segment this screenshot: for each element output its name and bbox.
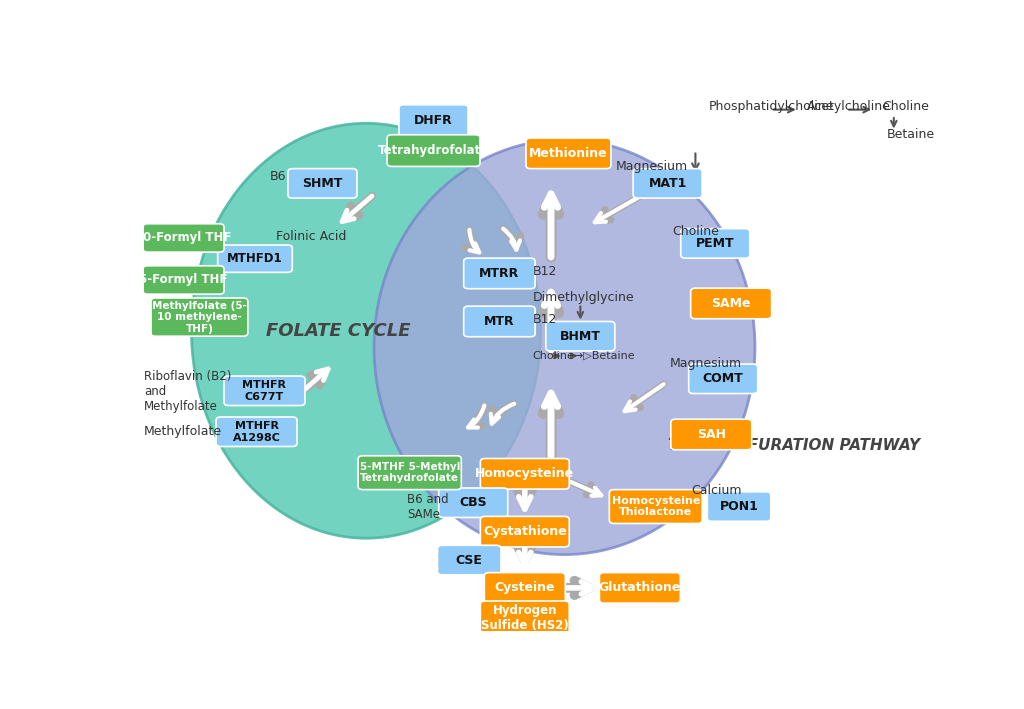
Text: Homocysteine
Thiolactone: Homocysteine Thiolactone	[611, 496, 700, 518]
Text: Cystathione: Cystathione	[483, 525, 566, 538]
Text: Riboflavin (B2)
and
Methylfolate: Riboflavin (B2) and Methylfolate	[143, 370, 231, 413]
FancyBboxPatch shape	[464, 306, 536, 337]
Text: B6: B6	[269, 170, 286, 184]
Text: BHMT: BHMT	[560, 330, 601, 342]
Text: Acetylcholine: Acetylcholine	[807, 101, 891, 113]
FancyBboxPatch shape	[480, 516, 569, 547]
FancyBboxPatch shape	[546, 321, 614, 351]
FancyBboxPatch shape	[526, 138, 611, 169]
Text: PEMT: PEMT	[696, 237, 734, 250]
Text: Folinic Acid: Folinic Acid	[276, 230, 347, 242]
Text: 5-Formyl THF: 5-Formyl THF	[139, 274, 227, 286]
Text: Choline→▷Betaine: Choline→▷Betaine	[532, 351, 635, 361]
FancyBboxPatch shape	[708, 492, 771, 521]
FancyBboxPatch shape	[690, 288, 772, 319]
FancyBboxPatch shape	[143, 224, 224, 252]
Text: Homocysteine: Homocysteine	[475, 467, 574, 480]
Ellipse shape	[374, 140, 755, 554]
Text: DHFR: DHFR	[414, 114, 453, 127]
FancyBboxPatch shape	[399, 105, 468, 136]
Text: Methylfolate: Methylfolate	[143, 425, 222, 438]
Text: MAT1: MAT1	[648, 177, 687, 190]
Text: Cysteine: Cysteine	[495, 581, 555, 594]
Text: SAH: SAH	[696, 428, 726, 441]
Text: 5-MTHF 5-Methyl
Tetrahydrofolate: 5-MTHF 5-Methyl Tetrahydrofolate	[359, 462, 460, 484]
Text: MTHFD1: MTHFD1	[227, 252, 283, 265]
Text: Glutathione: Glutathione	[599, 581, 681, 594]
FancyBboxPatch shape	[216, 417, 297, 447]
Text: Choline: Choline	[673, 225, 719, 238]
Text: Betaine: Betaine	[887, 128, 935, 140]
Text: Calcium: Calcium	[691, 484, 742, 497]
Text: B6 and
SAMe: B6 and SAMe	[408, 493, 449, 520]
FancyBboxPatch shape	[633, 169, 702, 198]
FancyBboxPatch shape	[480, 459, 569, 489]
Text: Phosphatidylcholine: Phosphatidylcholine	[709, 101, 835, 113]
FancyBboxPatch shape	[224, 376, 305, 406]
FancyBboxPatch shape	[387, 135, 480, 167]
Text: Magnesium: Magnesium	[615, 160, 687, 174]
FancyBboxPatch shape	[438, 488, 508, 518]
Text: B12: B12	[532, 313, 557, 326]
Text: MTRR: MTRR	[479, 267, 519, 280]
FancyBboxPatch shape	[599, 573, 680, 603]
Text: SHMT: SHMT	[302, 177, 343, 190]
FancyBboxPatch shape	[151, 298, 248, 336]
FancyBboxPatch shape	[288, 169, 357, 198]
Text: Dimethylglycine: Dimethylglycine	[532, 291, 634, 304]
Text: COMT: COMT	[702, 372, 743, 385]
FancyBboxPatch shape	[437, 545, 501, 575]
FancyBboxPatch shape	[484, 573, 565, 603]
Text: SAMe: SAMe	[712, 297, 751, 310]
Text: Hydrogen
Sulfide (HS2): Hydrogen Sulfide (HS2)	[481, 604, 568, 632]
Text: MTR: MTR	[484, 315, 515, 328]
FancyBboxPatch shape	[671, 419, 752, 450]
Ellipse shape	[191, 123, 541, 538]
FancyBboxPatch shape	[480, 601, 569, 635]
FancyBboxPatch shape	[689, 364, 758, 393]
FancyBboxPatch shape	[143, 266, 224, 294]
Text: Methylfolate (5-
10 methylene-
THF): Methylfolate (5- 10 methylene- THF)	[152, 301, 247, 334]
FancyBboxPatch shape	[464, 258, 536, 289]
Text: PON1: PON1	[720, 500, 759, 513]
FancyBboxPatch shape	[609, 490, 702, 523]
FancyBboxPatch shape	[218, 245, 292, 272]
Text: Choline: Choline	[882, 101, 929, 113]
Text: MTHFR
C677T: MTHFR C677T	[243, 380, 287, 401]
Text: Magnesium: Magnesium	[670, 357, 742, 370]
Text: Tetrahydrofolate: Tetrahydrofolate	[378, 144, 489, 157]
Text: B12: B12	[532, 265, 557, 279]
FancyBboxPatch shape	[358, 456, 461, 490]
Text: CBS: CBS	[460, 496, 487, 509]
Text: Methionine: Methionine	[529, 147, 608, 160]
Text: MTHFR
A1298C: MTHFR A1298C	[232, 421, 281, 442]
Text: TRANSULFURATION PATHWAY: TRANSULFURATION PATHWAY	[668, 438, 920, 453]
Text: CSE: CSE	[456, 554, 482, 566]
Text: 10-Formyl THF: 10-Formyl THF	[135, 231, 231, 245]
Text: FOLATE CYCLE: FOLATE CYCLE	[266, 322, 411, 340]
FancyBboxPatch shape	[681, 229, 750, 258]
